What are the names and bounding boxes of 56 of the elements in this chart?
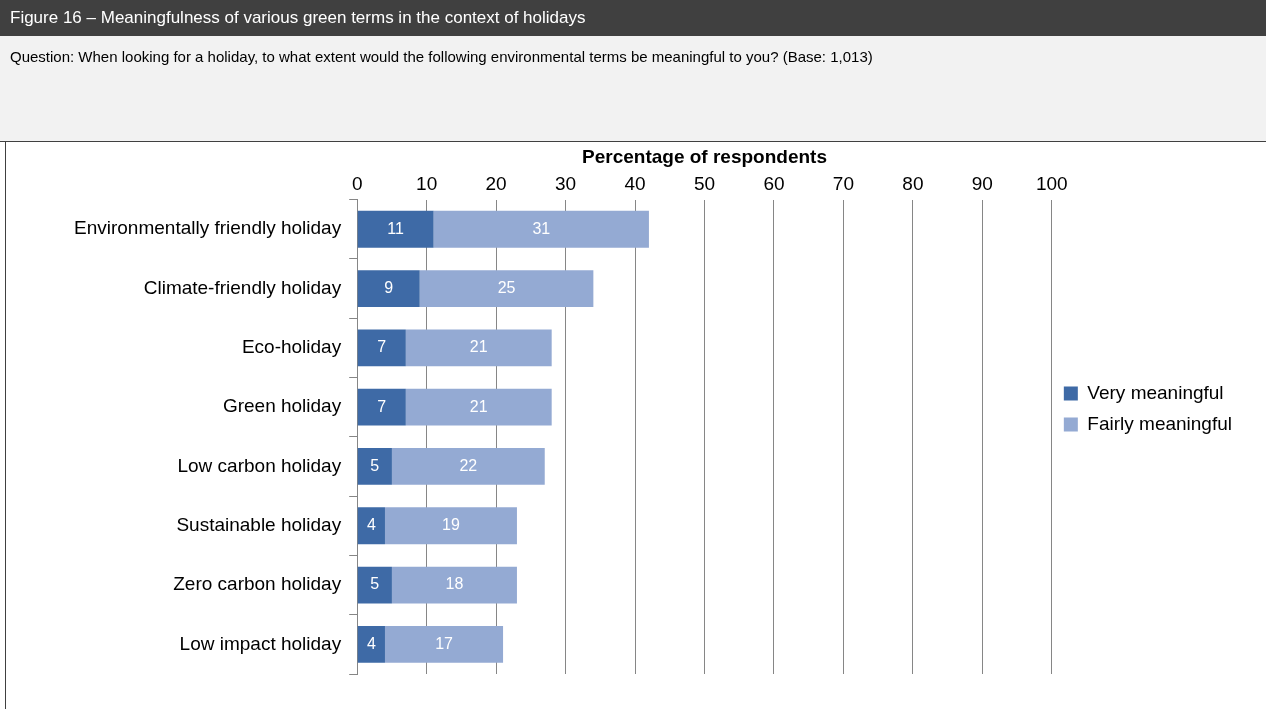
data-label: 5 xyxy=(370,575,380,593)
data-label: 5 xyxy=(370,456,380,474)
y-tick-label: Environmentally friendly holiday xyxy=(74,217,342,239)
data-label: 21 xyxy=(469,397,488,415)
data-label: 4 xyxy=(366,516,376,534)
bar xyxy=(384,507,517,545)
bar xyxy=(391,566,517,604)
data-label: 9 xyxy=(384,278,394,296)
x-tick-label: 40 xyxy=(624,173,646,195)
data-label: 25 xyxy=(497,278,516,296)
y-tick-label: Low impact holiday xyxy=(179,632,342,654)
bar xyxy=(357,566,392,604)
x-tick-label: 60 xyxy=(763,173,785,195)
x-tick-label: 20 xyxy=(485,173,507,195)
bar xyxy=(357,388,406,426)
bar xyxy=(357,210,434,248)
data-label: 19 xyxy=(442,516,460,534)
data-label: 22 xyxy=(459,456,478,474)
bar xyxy=(357,270,420,307)
y-tick-label: Green holiday xyxy=(222,395,342,417)
bar xyxy=(391,448,545,485)
bar xyxy=(357,448,392,485)
bar xyxy=(357,329,406,367)
bar xyxy=(357,507,385,545)
x-axis-title: Percentage of respondents xyxy=(582,145,827,167)
bar xyxy=(405,329,552,367)
data-label: 7 xyxy=(377,397,387,415)
x-tick-label: 90 xyxy=(971,173,993,195)
data-label: 11 xyxy=(387,219,405,237)
data-label: 18 xyxy=(445,575,464,593)
y-tick-label: Sustainable holiday xyxy=(176,513,342,535)
x-tick-label: 70 xyxy=(832,173,855,195)
x-tick-label: 0 xyxy=(351,173,363,195)
bar xyxy=(357,625,385,663)
y-tick-label: Eco-holiday xyxy=(241,336,342,358)
bar xyxy=(405,388,552,426)
x-tick-label: 100 xyxy=(1035,173,1068,195)
legend-label: Very meaningful xyxy=(1087,381,1224,403)
x-tick-label: 50 xyxy=(693,173,716,195)
bar xyxy=(433,210,649,248)
y-tick-label: Climate-friendly holiday xyxy=(143,276,342,298)
x-tick-label: 30 xyxy=(555,173,577,195)
data-label: 7 xyxy=(377,338,387,356)
chart-title: Figure 16 – Meaningfulness of various green terms in the context of holidays xyxy=(0,0,1266,36)
data-label: 4 xyxy=(366,634,376,652)
legend-label: Fairly meaningful xyxy=(1087,412,1232,434)
y-tick-label: Low carbon holiday xyxy=(177,454,342,476)
x-tick-label: 10 xyxy=(416,173,438,195)
data-label: 31 xyxy=(532,219,551,237)
x-tick-label: 80 xyxy=(902,173,924,195)
data-label: 17 xyxy=(435,634,454,652)
y-tick-label: Zero carbon holiday xyxy=(173,573,342,595)
bar xyxy=(419,270,594,307)
chart-subtitle: Question: When looking for a holiday, to what extent would the following environmental terms be meaningful to you? (Base: 1,013) xyxy=(0,36,1266,142)
bar xyxy=(384,625,504,663)
data-label: 21 xyxy=(469,338,488,356)
